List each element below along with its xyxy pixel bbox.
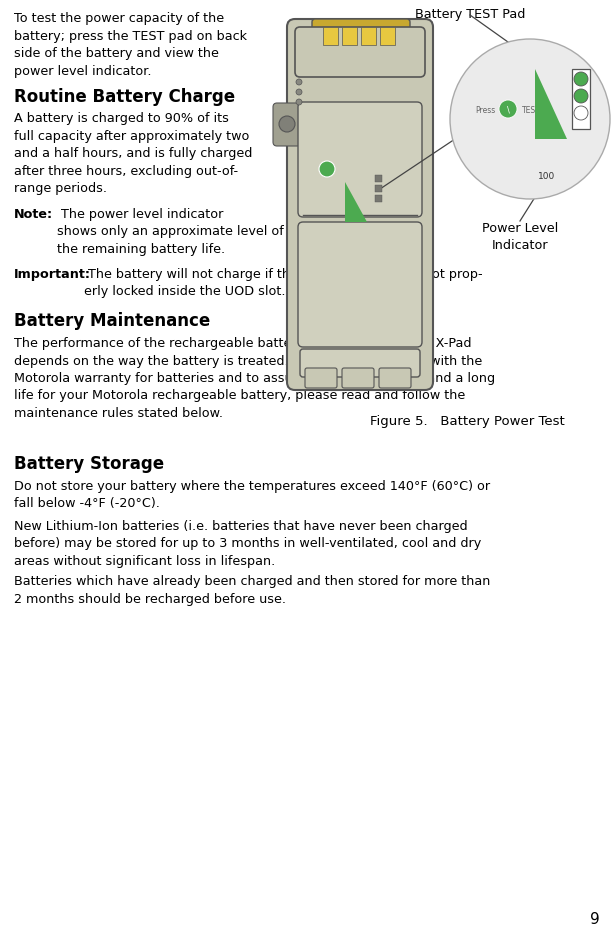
Text: Figure 5.   Battery Power Test: Figure 5. Battery Power Test [370,415,565,428]
Bar [572,70,590,130]
Text: Battery Storage: Battery Storage [14,455,164,472]
Text: Note:: Note: [14,208,53,221]
Circle shape [499,101,517,119]
Circle shape [296,90,302,96]
Circle shape [319,161,335,178]
Circle shape [296,100,302,106]
Text: \: \ [507,106,510,114]
FancyBboxPatch shape [295,28,425,78]
Text: The performance of the rechargeable battery delivered with your X-Pad
depends on: The performance of the rechargeable batt… [14,337,495,419]
Text: Important:: Important: [14,267,91,280]
Text: Battery TEST Pad: Battery TEST Pad [415,8,525,21]
Bar [375,196,382,203]
Polygon shape [345,183,367,223]
Text: Routine Battery Charge: Routine Battery Charge [14,88,235,106]
Bar [342,28,357,46]
Circle shape [574,107,588,121]
Bar [361,28,376,46]
Text: 100: 100 [538,172,556,181]
Circle shape [574,73,588,87]
Circle shape [296,80,302,86]
FancyBboxPatch shape [273,104,301,147]
Text: TEST: TEST [522,106,541,114]
Text: Press: Press [475,106,495,114]
Circle shape [279,117,295,133]
Bar [375,186,382,193]
FancyBboxPatch shape [312,20,410,54]
Text: Power Level
Indicator: Power Level Indicator [482,222,558,251]
Text: New Lithium-Ion batteries (i.e. batteries that have never been charged
before) m: New Lithium-Ion batteries (i.e. batterie… [14,520,481,567]
Text: To test the power capacity of the
battery; press the TEST pad on back
side of th: To test the power capacity of the batter… [14,12,247,77]
Text: Do not store your battery where the temperatures exceed 140°F (60°C) or
fall bel: Do not store your battery where the temp… [14,480,490,510]
Text: A battery is charged to 90% of its
full capacity after approximately two
and a h: A battery is charged to 90% of its full … [14,112,252,195]
FancyBboxPatch shape [342,368,374,389]
Circle shape [574,90,588,104]
Bar [323,28,338,46]
FancyBboxPatch shape [298,223,422,348]
FancyBboxPatch shape [300,350,420,378]
Polygon shape [535,70,567,140]
Bar [375,175,382,183]
FancyBboxPatch shape [287,20,433,391]
Text: 9: 9 [590,911,600,926]
Text: Battery Maintenance: Battery Maintenance [14,312,210,329]
Text: The battery will not charge if the X-Pad or battery is not prop-
erly locked ins: The battery will not charge if the X-Pad… [84,267,483,298]
Bar [380,28,395,46]
Text: The power level indicator
shows only an approximate level of
the remaining batte: The power level indicator shows only an … [57,208,284,256]
Text: Batteries which have already been charged and then stored for more than
2 months: Batteries which have already been charge… [14,574,491,605]
FancyBboxPatch shape [305,368,337,389]
Circle shape [450,40,610,200]
FancyBboxPatch shape [379,368,411,389]
FancyBboxPatch shape [298,103,422,218]
